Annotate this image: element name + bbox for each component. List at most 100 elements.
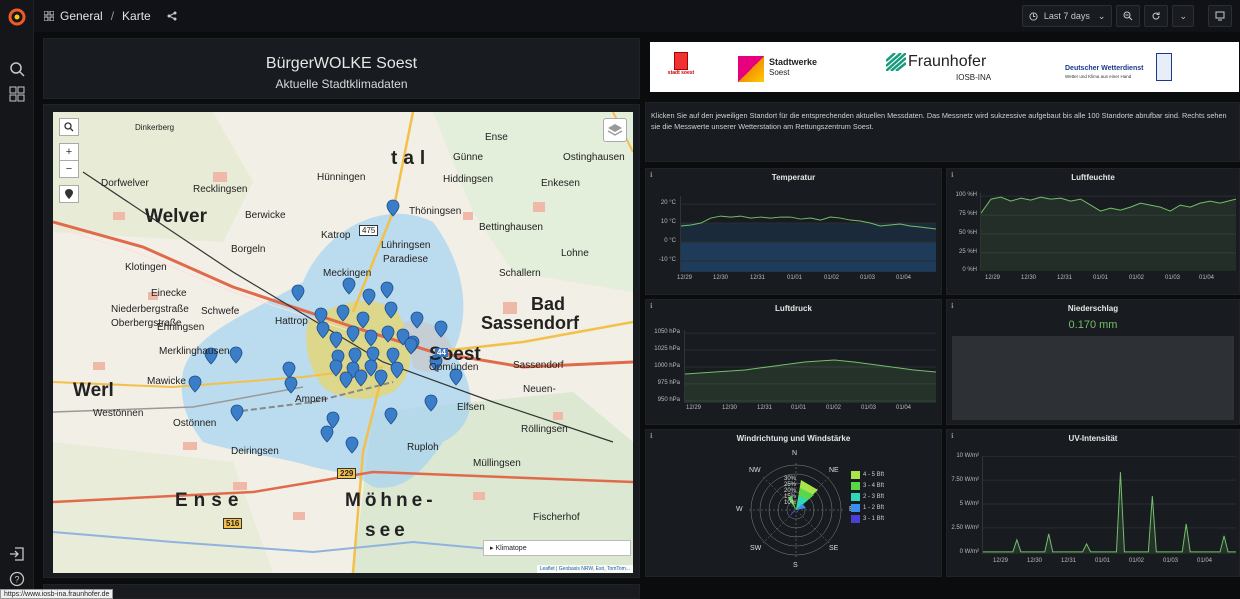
compass-nw: NW [749, 467, 761, 474]
panel-uv: ℹ UV-Intensität 10 W/m² 7.50 W/m² 5 W/m²… [946, 429, 1240, 577]
map-label-ostoennen: Ostönnen [173, 418, 217, 429]
measurement-pins[interactable] [188, 199, 463, 454]
map-label-ostinghausen: Ostinghausen [563, 152, 625, 163]
tv-mode-button[interactable] [1208, 5, 1232, 27]
legend-item[interactable]: 2 - 3 Bft [851, 491, 884, 502]
time-range-label: Last 7 days [1043, 11, 1090, 21]
title-panel: BürgerWOLKE Soest Aktuelle Stadtklimadat… [43, 38, 640, 99]
map-label-paradiese: Paradiese [383, 254, 429, 265]
road-shield-475: 475 [359, 225, 379, 236]
map-label-einecke: Einecke [151, 288, 187, 299]
breadcrumb: General / Karte [44, 9, 177, 23]
info-icon[interactable]: ℹ [650, 303, 653, 310]
map-zoom-out-button[interactable]: − [59, 160, 79, 178]
wind-ring-labels: 30% 25% 20% 15% 10% [784, 476, 796, 506]
x-tick: 12/30 [722, 405, 738, 411]
map-label-roellingsen: Röllingsen [521, 424, 568, 435]
wind-rose-chart[interactable] [746, 460, 846, 560]
caret-right-icon: ▸ [490, 545, 496, 552]
refresh-icon [1152, 12, 1160, 20]
svg-text:?: ? [14, 575, 19, 585]
map-label-hiddingsen: Hiddingsen [443, 174, 494, 185]
map-label-sassendorf-small: Sassendorf [513, 360, 564, 371]
info-icon[interactable]: ℹ [951, 172, 954, 179]
refresh-interval-dropdown[interactable]: ⌄ [1172, 5, 1194, 27]
share-icon[interactable] [167, 11, 177, 21]
bottom-panel-left [43, 584, 640, 599]
legend-item[interactable]: 3 - 4 Bft [851, 480, 884, 491]
map-label-westoennen: Westönnen [93, 408, 144, 419]
map-locate-button[interactable] [59, 185, 79, 203]
map-label-opmuenden: Opmünden [429, 362, 479, 373]
ring-label: 20% [784, 488, 797, 494]
y-tick: 950 hPa [657, 397, 680, 403]
x-tick: 12/31 [750, 275, 766, 281]
breadcrumb-dashboard[interactable]: Karte [122, 9, 151, 23]
map-canvas[interactable] [53, 112, 633, 573]
legend-item[interactable]: 3 - 1 Bft [851, 513, 884, 524]
road-shield-516: 516 [223, 518, 243, 529]
info-icon[interactable]: ℹ [951, 303, 954, 310]
ring-label: 30% [784, 476, 797, 482]
grafana-logo-icon[interactable] [8, 8, 26, 26]
dashboards-icon[interactable] [9, 86, 25, 102]
map-attribution[interactable]: Leaflet | Geobasis NRW, Esri, TomTom... [536, 565, 633, 573]
map-label-oberbergstrasse: Oberbergstraße [111, 318, 182, 329]
dwd-name: Deutscher Wetterdienst [1065, 65, 1144, 72]
map-zoom-in-button[interactable]: + [59, 143, 79, 161]
refresh-button[interactable] [1144, 5, 1169, 27]
clock-icon [1029, 11, 1038, 21]
map-label-tal: tal [391, 148, 432, 169]
map-label-schallern: Schallern [499, 268, 541, 279]
temperature-chart[interactable] [680, 196, 936, 272]
compass-sw: SW [750, 545, 762, 552]
map-label-bettinghausen: Bettinghausen [479, 222, 543, 233]
map-label-meckingen: Meckingen [323, 268, 372, 279]
zoom-out-button[interactable] [1116, 5, 1141, 27]
logo-banner: stadt soest Stadtwerke Soest Fraunhofer … [650, 42, 1239, 92]
x-tick: 01/01 [791, 405, 807, 411]
humidity-chart[interactable] [980, 193, 1236, 271]
city-map[interactable]: Welver Soest Bad Sassendorf Werl Ense Mö… [53, 112, 633, 573]
search-icon[interactable] [9, 61, 25, 77]
sign-in-icon[interactable] [9, 546, 25, 562]
map-label-huenningen: Hünningen [317, 172, 366, 183]
map-label-klotingen: Klotingen [125, 262, 167, 273]
y-tick: 0 W/m² [959, 549, 979, 555]
info-icon[interactable]: ℹ [650, 172, 653, 179]
y-tick: 2.50 W/m² [951, 525, 979, 531]
panel-temperatur: ℹ Temperatur 20 °C 10 °C 0 °C -10 °C 12/… [645, 168, 942, 295]
uv-chart[interactable] [982, 456, 1236, 554]
pressure-chart[interactable] [684, 330, 936, 403]
map-label-ehningsen: Ehningsen [157, 322, 205, 333]
road-shield-44: 44 [435, 348, 448, 357]
panel-title: UV-Intensität [1068, 434, 1118, 443]
stadtwerke-city: Soest [769, 68, 790, 77]
map-label-thoeningsen: Thöningsen [409, 206, 462, 217]
map-label-merklinghausen: Merklinghausen [159, 346, 230, 357]
panel-title: Temperatur [771, 173, 816, 182]
search-icon [64, 122, 74, 132]
layer-label: Klimatope [495, 545, 527, 552]
y-tick: 0 °C [664, 238, 676, 244]
legend-item[interactable]: 4 - 5 Bft [851, 469, 884, 480]
x-tick: 12/30 [1021, 275, 1037, 281]
stadt-soest-logo: stadt soest [666, 52, 696, 80]
help-icon[interactable]: ? [9, 571, 25, 587]
breadcrumb-folder[interactable]: General [60, 9, 103, 23]
map-label-katrop: Katrop [321, 230, 351, 241]
map-search-button[interactable] [59, 118, 79, 136]
time-range-picker[interactable]: Last 7 days ⌄ [1021, 5, 1113, 27]
intro-text-panel: Klicken Sie auf den jeweiligen Standort … [645, 102, 1240, 162]
info-icon[interactable]: ℹ [951, 433, 954, 440]
legend-item[interactable]: 1 - 2 Bft [851, 502, 884, 513]
info-icon[interactable]: ℹ [650, 433, 653, 440]
x-tick: 12/29 [677, 275, 693, 281]
x-tick: 12/30 [1027, 558, 1043, 564]
layer-control-klimatope[interactable]: ▸ Klimatope [483, 540, 631, 556]
dashboard-title: BürgerWOLKE Soest [265, 55, 418, 72]
y-tick: 75 %H [958, 211, 977, 217]
x-tick: 12/29 [993, 558, 1009, 564]
y-tick: 25 %H [958, 249, 977, 255]
map-layers-button[interactable] [603, 118, 627, 142]
